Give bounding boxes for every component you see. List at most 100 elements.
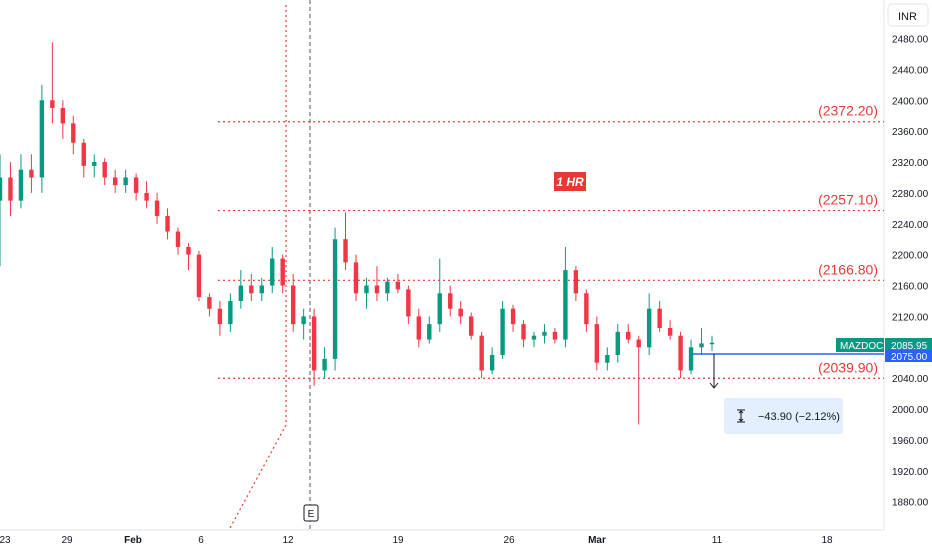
candle-body xyxy=(584,293,589,325)
earnings-marker-text: E xyxy=(308,509,315,520)
y-tick-label: 2360.00 xyxy=(892,127,929,138)
timeframe-badge: 1 HR xyxy=(554,172,586,191)
candle xyxy=(353,254,359,301)
candle xyxy=(458,300,463,325)
candle xyxy=(678,331,683,379)
candle xyxy=(259,277,264,301)
candle-body xyxy=(238,285,244,301)
candle-body xyxy=(657,308,662,328)
candle xyxy=(646,293,652,356)
candle xyxy=(228,293,233,332)
x-tick-label: 18 xyxy=(821,535,833,546)
time-axis: 23 29 Feb 6 12 19 26 Mar 11 18 xyxy=(0,535,833,546)
candle xyxy=(343,212,348,271)
candle xyxy=(552,328,558,344)
candle xyxy=(709,335,715,352)
candle xyxy=(448,285,453,317)
candle-body xyxy=(228,300,233,325)
candle-body xyxy=(165,216,170,232)
ticker-price-label: MAZDOCK 2085.95 2075.00 xyxy=(836,338,932,363)
candle-body xyxy=(39,100,45,178)
candle xyxy=(50,42,55,124)
candle-body xyxy=(332,239,338,359)
candle xyxy=(479,331,484,379)
candle-body xyxy=(301,316,306,325)
candle xyxy=(542,324,547,344)
candle-body xyxy=(123,177,128,186)
earnings-marker[interactable]: E xyxy=(303,504,319,522)
candle xyxy=(594,316,600,371)
candle-body xyxy=(217,308,223,325)
candle xyxy=(395,273,401,294)
currency-button[interactable]: INR xyxy=(887,3,929,27)
candle xyxy=(238,270,244,309)
candle-body xyxy=(0,177,3,201)
y-tick-label: 2320.00 xyxy=(892,158,929,169)
y-tick-label: 2440.00 xyxy=(892,65,929,76)
y-tick-label: 2400.00 xyxy=(892,96,929,107)
candle-body xyxy=(468,316,474,336)
measure-label: −43.90 (−2.12%) xyxy=(758,411,840,423)
candle xyxy=(510,304,516,332)
y-tick-label: 2120.00 xyxy=(892,312,929,323)
price-axis: 1880.001920.001960.002000.002040.002080.… xyxy=(892,35,929,509)
candle xyxy=(92,154,97,178)
ticker-symbol: MAZDOCK xyxy=(840,341,890,352)
candle xyxy=(290,273,296,332)
candle xyxy=(332,227,338,371)
candle xyxy=(615,324,620,363)
y-tick-label: 2040.00 xyxy=(892,374,929,385)
candle xyxy=(8,162,13,217)
candle xyxy=(112,169,118,193)
y-tick-label: 1960.00 xyxy=(892,436,929,447)
x-tick-label: 26 xyxy=(503,535,515,546)
y-tick-label: 1920.00 xyxy=(892,467,929,478)
candle-body xyxy=(259,285,264,294)
candle-body xyxy=(175,231,181,247)
measure-icon xyxy=(737,409,745,423)
candle xyxy=(18,154,24,209)
candle xyxy=(186,243,191,271)
x-tick-label: 6 xyxy=(198,535,204,546)
candle xyxy=(605,347,610,371)
candle xyxy=(133,173,139,201)
candle-body xyxy=(186,246,191,255)
candle xyxy=(667,320,673,340)
y-tick-label: 2480.00 xyxy=(892,35,929,46)
candle-body xyxy=(112,177,118,186)
x-tick-label: 23 xyxy=(0,535,11,546)
candle-body xyxy=(699,343,704,348)
candle xyxy=(249,273,254,301)
y-tick-label: 2000.00 xyxy=(892,405,929,416)
candle-body xyxy=(479,335,484,371)
y-tick-label: 2160.00 xyxy=(892,282,929,293)
candle xyxy=(563,246,568,348)
candle-body xyxy=(270,258,275,286)
candle xyxy=(175,227,181,255)
candle xyxy=(657,300,662,332)
candle-body xyxy=(448,293,453,309)
x-tick-label: Feb xyxy=(124,535,142,546)
candle-body xyxy=(563,270,568,340)
candle-body xyxy=(133,177,139,193)
currency-label: INR xyxy=(898,11,917,23)
x-tick-label: 12 xyxy=(282,535,294,546)
candle xyxy=(468,312,474,340)
measure-box[interactable]: −43.90 (−2.12%) xyxy=(724,398,843,434)
level-label: (2257.10) xyxy=(818,192,878,208)
candle xyxy=(196,250,202,301)
candle xyxy=(500,300,505,359)
candle-body xyxy=(154,200,160,217)
candle-body xyxy=(374,285,380,294)
candle xyxy=(217,300,223,336)
candle xyxy=(521,320,526,348)
candle-body xyxy=(290,285,296,325)
candle xyxy=(311,308,317,386)
candle xyxy=(29,154,34,193)
candle-body xyxy=(353,262,359,294)
candle-body xyxy=(489,355,495,371)
candle xyxy=(207,293,212,317)
diagonal-dotted-line xyxy=(229,424,287,529)
candle-body xyxy=(573,270,579,294)
